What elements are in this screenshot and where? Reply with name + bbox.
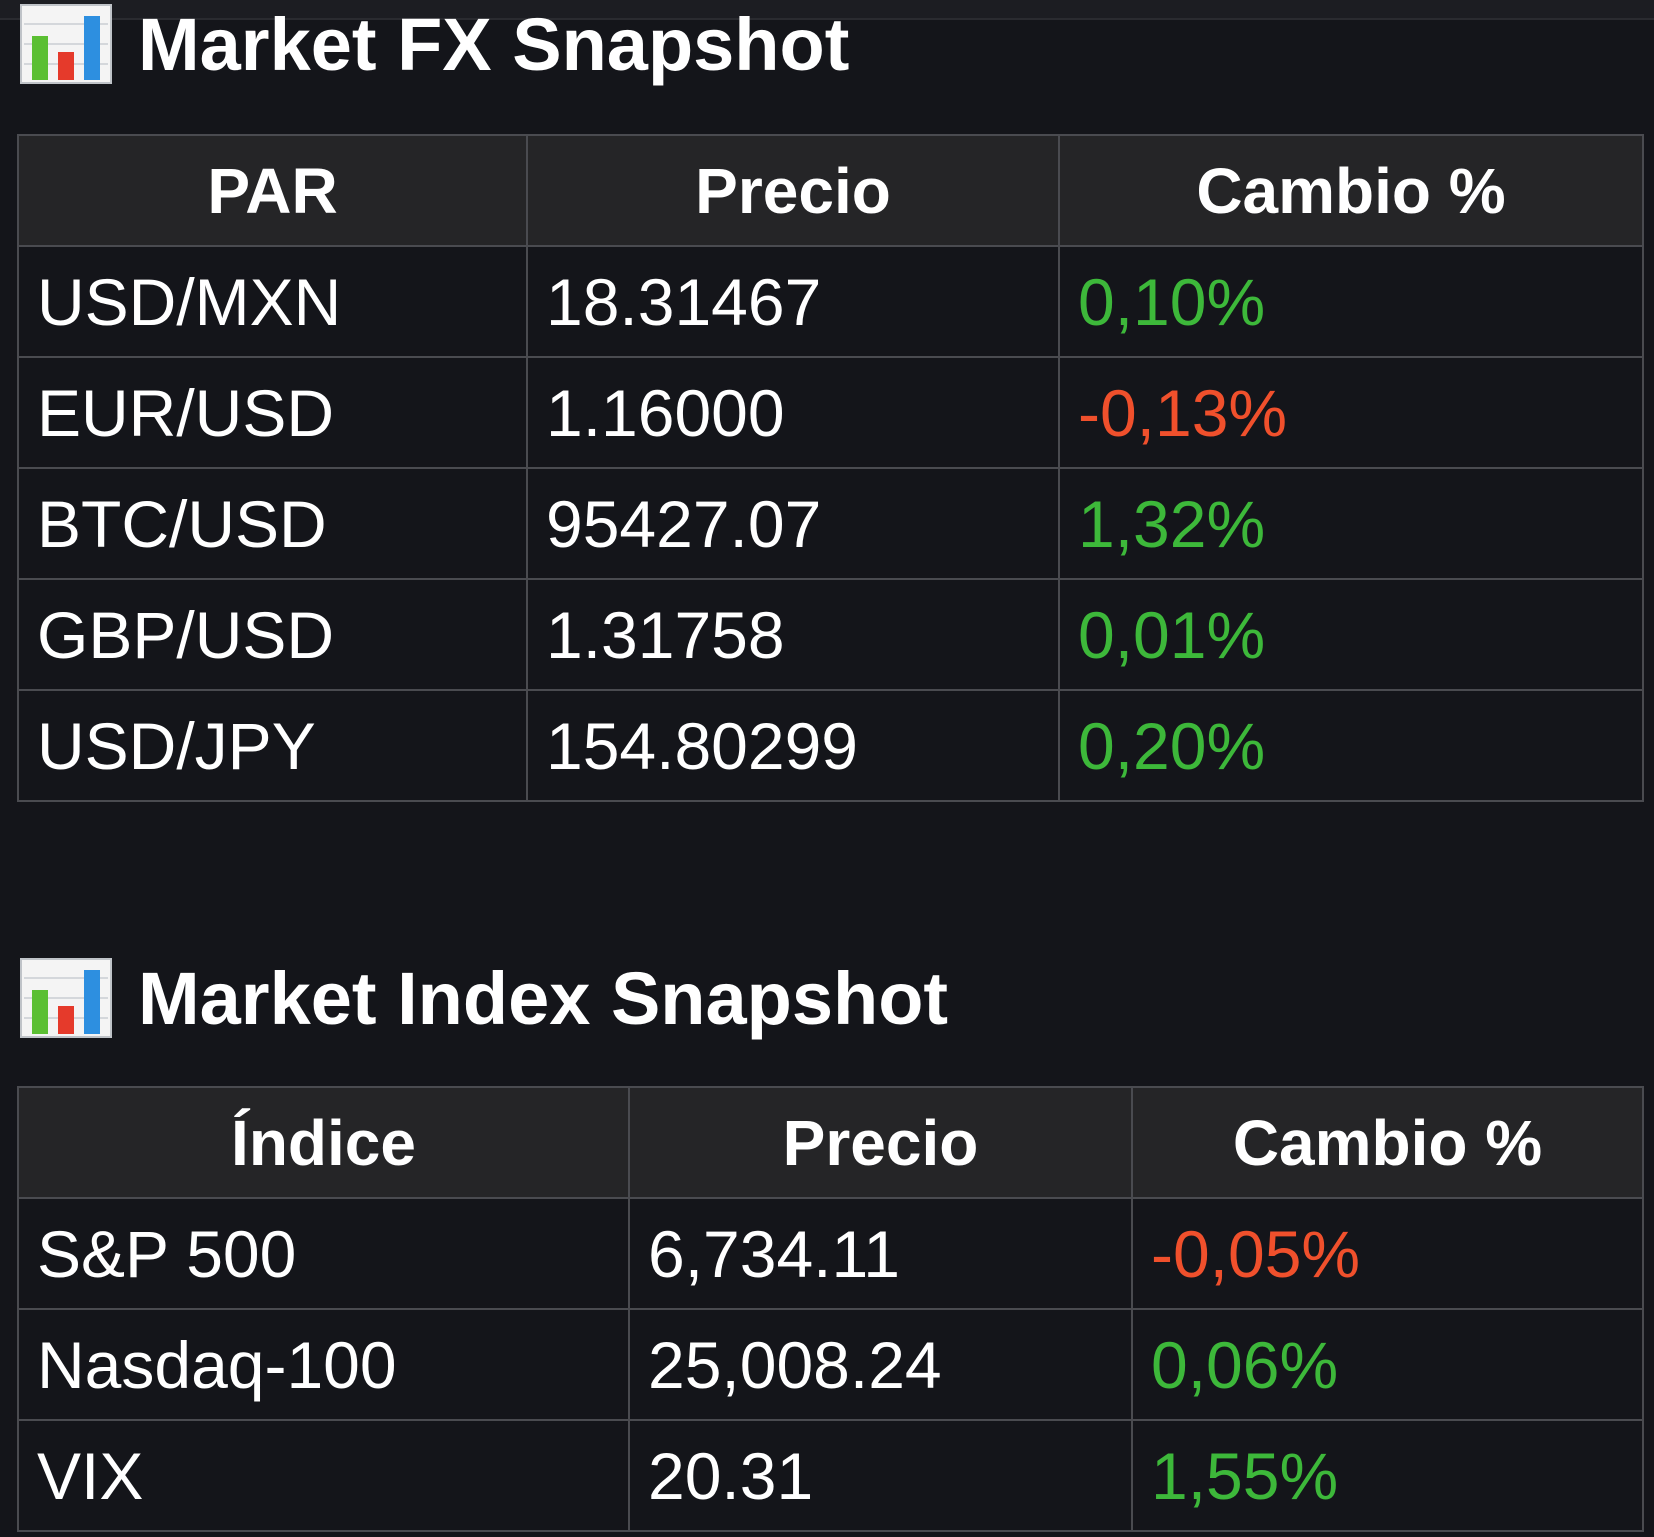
change-cell: 0,06% xyxy=(1131,1308,1644,1421)
table-row[interactable]: S&P 500 6,734.11 -0,05% xyxy=(17,1197,1644,1310)
column-header-change[interactable]: Cambio % xyxy=(1058,134,1644,247)
index-name-cell: Nasdaq-100 xyxy=(17,1308,630,1421)
price-cell: 18.31467 xyxy=(526,245,1060,358)
change-cell: 0,01% xyxy=(1058,578,1644,691)
pair-cell: BTC/USD xyxy=(17,467,528,580)
change-cell: 0,20% xyxy=(1058,689,1644,802)
table-row[interactable]: EUR/USD 1.16000 -0,13% xyxy=(17,356,1644,469)
fx-title-text: Market FX Snapshot xyxy=(138,2,850,86)
table-row[interactable]: USD/MXN 18.31467 0,10% xyxy=(17,245,1644,358)
price-cell: 25,008.24 xyxy=(628,1308,1133,1421)
fx-header-row: PAR Precio Cambio % xyxy=(17,134,1644,247)
table-row[interactable]: Nasdaq-100 25,008.24 0,06% xyxy=(17,1308,1644,1421)
column-header-index[interactable]: Índice xyxy=(17,1086,630,1199)
fx-table: PAR Precio Cambio % USD/MXN 18.31467 0,1… xyxy=(17,134,1644,802)
index-title-text: Market Index Snapshot xyxy=(138,956,949,1040)
pair-cell: USD/JPY xyxy=(17,689,528,802)
table-row[interactable]: BTC/USD 95427.07 1,32% xyxy=(17,467,1644,580)
index-header-row: Índice Precio Cambio % xyxy=(17,1086,1644,1199)
index-name-cell: S&P 500 xyxy=(17,1197,630,1310)
index-table: Índice Precio Cambio % S&P 500 6,734.11 … xyxy=(17,1086,1644,1532)
table-row[interactable]: GBP/USD 1.31758 0,01% xyxy=(17,578,1644,691)
table-row[interactable]: VIX 20.31 1,55% xyxy=(17,1419,1644,1532)
fx-section-title: Market FX Snapshot xyxy=(20,0,849,94)
price-cell: 6,734.11 xyxy=(628,1197,1133,1310)
table-row[interactable]: USD/JPY 154.80299 0,20% xyxy=(17,689,1644,802)
bar-chart-icon xyxy=(20,4,112,84)
change-cell: -0,05% xyxy=(1131,1197,1644,1310)
top-bar xyxy=(0,0,1654,20)
change-cell: 1,55% xyxy=(1131,1419,1644,1532)
price-cell: 154.80299 xyxy=(526,689,1060,802)
pair-cell: USD/MXN xyxy=(17,245,528,358)
column-header-pair[interactable]: PAR xyxy=(17,134,528,247)
column-header-price[interactable]: Precio xyxy=(526,134,1060,247)
price-cell: 1.16000 xyxy=(526,356,1060,469)
column-header-change[interactable]: Cambio % xyxy=(1131,1086,1644,1199)
pair-cell: GBP/USD xyxy=(17,578,528,691)
pair-cell: EUR/USD xyxy=(17,356,528,469)
price-cell: 1.31758 xyxy=(526,578,1060,691)
change-cell: -0,13% xyxy=(1058,356,1644,469)
column-header-price[interactable]: Precio xyxy=(628,1086,1133,1199)
index-section-title: Market Index Snapshot xyxy=(20,948,948,1048)
bar-chart-icon xyxy=(20,958,112,1038)
price-cell: 20.31 xyxy=(628,1419,1133,1532)
index-name-cell: VIX xyxy=(17,1419,630,1532)
price-cell: 95427.07 xyxy=(526,467,1060,580)
change-cell: 0,10% xyxy=(1058,245,1644,358)
change-cell: 1,32% xyxy=(1058,467,1644,580)
